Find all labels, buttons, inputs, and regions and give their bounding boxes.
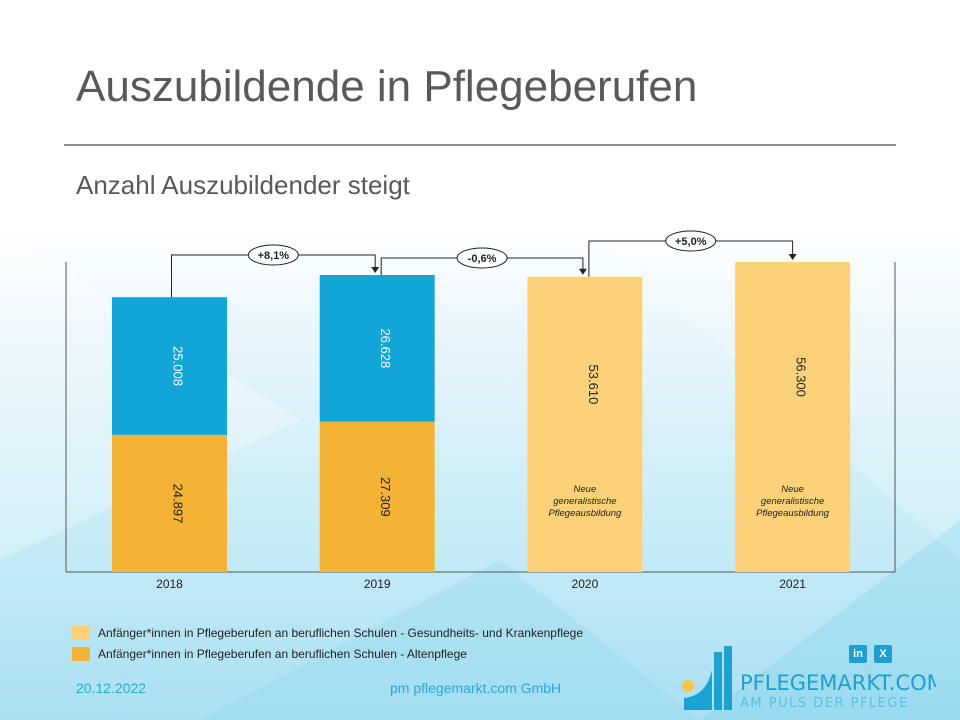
data-label: 26.628: [378, 328, 393, 368]
bar-segment: [112, 434, 227, 572]
change-badge: [456, 247, 508, 269]
xing-icon[interactable]: X: [874, 645, 892, 663]
title-divider: [64, 144, 896, 146]
x-tick-label: 2021: [779, 577, 806, 591]
arrow-head: [578, 268, 587, 275]
change-label: +5,0%: [675, 236, 707, 248]
data-label: 56.300: [794, 357, 809, 397]
change-badge: [247, 244, 299, 266]
legend-swatch: [72, 647, 90, 661]
pflegemarkt-logo: PFLEGEMARKT.COM AM PULS DER PFLEGE: [682, 646, 936, 710]
bar-segment: [319, 275, 435, 422]
bar-note: Neue generalistische Pflegeausbildung: [756, 484, 830, 519]
bar-segment: [319, 421, 435, 572]
legend-label: Anfänger*innen in Pflegeberufen an beruf…: [98, 647, 467, 661]
legend-item: Anfänger*innen in Pflegeberufen an beruf…: [72, 626, 583, 640]
linkedin-icon[interactable]: in: [849, 645, 867, 663]
subtitle: Anzahl Auszubildender steigt: [76, 170, 410, 200]
bar-segment: [112, 297, 227, 435]
logo-tagline: AM PULS DER PFLEGE: [740, 696, 909, 710]
bar-segment: [735, 262, 851, 572]
change-label: -0,6%: [468, 253, 497, 265]
legend-label: Anfänger*innen in Pflegeberufen an beruf…: [98, 626, 584, 640]
arrow-head: [788, 254, 797, 260]
page-title: Auszubildende in Pflegeberufen: [76, 62, 698, 111]
data-label: 27.309: [378, 477, 393, 517]
arrow-head: [371, 267, 380, 274]
change-badge: [665, 230, 717, 252]
bar-segment: [527, 276, 643, 572]
x-tick-label: 2020: [572, 577, 599, 591]
footer-date: 20.12.2022: [76, 680, 147, 696]
data-label: 25.008: [171, 346, 186, 386]
legend-item: Anfänger*innen in Pflegeberufen an beruf…: [72, 647, 467, 661]
x-tick-label: 2019: [364, 577, 391, 591]
data-label: 53.610: [586, 365, 601, 405]
footer-company: pm pflegemarkt.com GmbH: [390, 680, 562, 696]
stacked-bar-chart: 24.897 25.008 2018 27.309 26.628 2019 53.610 Ne…: [65, 230, 896, 591]
data-label: 24.897: [171, 484, 186, 524]
legend-swatch: [72, 626, 90, 640]
change-label: +8,1%: [258, 250, 290, 262]
logo-name: PFLEGEMARKT.COM: [740, 671, 936, 695]
bar-note: Neue generalistische Pflegeausbildung: [548, 484, 622, 519]
x-tick-label: 2018: [156, 577, 183, 591]
